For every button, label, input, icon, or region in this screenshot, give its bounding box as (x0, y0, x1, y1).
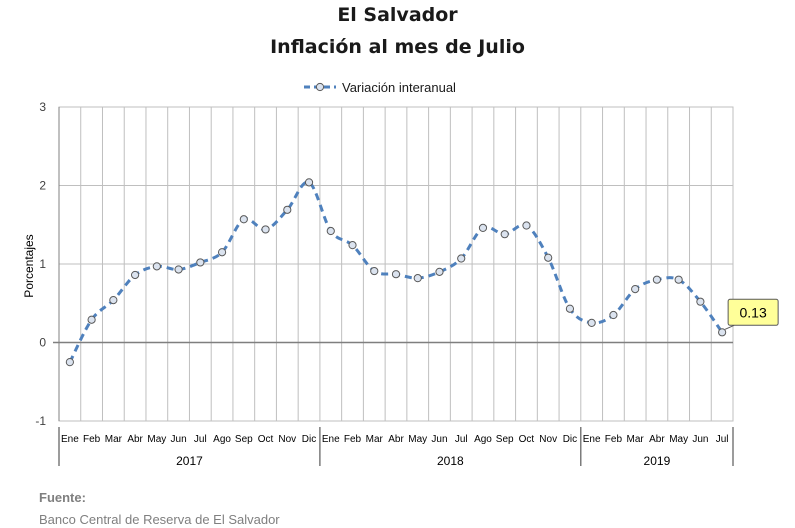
x-tick-label: Nov (539, 434, 557, 445)
x-tick-label: Mar (366, 434, 384, 445)
data-point (283, 205, 292, 214)
x-tick-label: Jun (692, 434, 708, 445)
data-point (174, 265, 183, 274)
data-point (544, 253, 553, 262)
data-point (587, 318, 596, 327)
data-point (109, 296, 118, 305)
x-tick-label: Dic (563, 434, 577, 445)
y-tick-label: 0 (39, 336, 46, 350)
x-tick-label: Feb (605, 434, 623, 445)
x-tick-label: Abr (388, 434, 404, 445)
annotation-label: 0.13 (740, 304, 767, 320)
x-tick-label: Jul (194, 434, 207, 445)
x-tick-label: Mar (105, 434, 123, 445)
x-tick-label: Sep (235, 434, 253, 445)
x-tick-label: Oct (519, 434, 535, 445)
data-point (674, 275, 683, 284)
line-chart: -1 0 1 2 3 Porcentajes Ene Feb Mar Abr May Jun Jul Ag… (22, 80, 779, 468)
x-tick-label: Feb (344, 434, 362, 445)
y-tick-label: -1 (35, 414, 46, 428)
data-point (435, 267, 444, 276)
data-point (565, 304, 575, 313)
year-label: 2018 (437, 454, 464, 468)
source-label: Fuente: (39, 490, 86, 505)
x-tick-label: Jul (716, 434, 729, 445)
data-point (196, 258, 205, 267)
y-tick-label: 2 (39, 179, 46, 193)
data-point (348, 241, 357, 250)
x-tick-label: Feb (83, 434, 101, 445)
x-tick-label: Ago (213, 434, 231, 445)
x-tick-label: Jul (455, 434, 468, 445)
chart-subtitle: Inflación al mes de Julio (270, 36, 525, 58)
y-tick-label: 3 (39, 100, 46, 114)
data-point (652, 275, 662, 284)
x-tick-label: Oct (258, 434, 274, 445)
data-point (631, 285, 640, 294)
x-tick-label: Ene (61, 434, 79, 445)
data-point (522, 221, 531, 230)
legend-swatch-marker (315, 82, 325, 92)
data-point (500, 230, 509, 239)
data-point (65, 358, 74, 367)
x-tick-label: Mar (627, 434, 645, 445)
x-tick-label: Sep (496, 434, 514, 445)
x-tick-label: Jun (431, 434, 447, 445)
year-label: 2017 (176, 454, 203, 468)
data-point (609, 310, 618, 320)
annotation-box (727, 298, 779, 326)
data-point (457, 254, 466, 263)
data-point (370, 266, 379, 276)
x-tick-label: Ene (583, 434, 601, 445)
data-point (304, 178, 314, 187)
x-tick-label: May (669, 434, 688, 445)
data-point (391, 270, 401, 279)
legend-label: Variación interanual (342, 80, 456, 95)
x-tick-label: Nov (278, 434, 296, 445)
data-point (718, 328, 727, 337)
x-tick-label: May (408, 434, 427, 445)
annotation-leader (724, 324, 735, 330)
data-point (87, 315, 96, 324)
x-tick-label: Ago (474, 434, 492, 445)
data-point (239, 215, 248, 224)
x-tick-label: Jun (171, 434, 187, 445)
data-point (696, 297, 705, 306)
x-tick-label: Dic (302, 434, 316, 445)
x-tick-label: May (147, 434, 166, 445)
data-point (413, 274, 422, 283)
x-tick-label: Abr (649, 434, 665, 445)
data-point (217, 248, 227, 257)
y-tick-label: 1 (39, 257, 46, 271)
source-text: Banco Central de Reserva de El Salvador (39, 512, 280, 527)
data-point (478, 223, 488, 232)
data-point (152, 262, 161, 271)
data-point (326, 226, 335, 236)
year-label: 2019 (644, 454, 671, 468)
chart-title: El Salvador (337, 4, 458, 26)
data-point (130, 270, 140, 280)
x-tick-label: Ene (322, 434, 340, 445)
x-tick-label: Abr (127, 434, 143, 445)
y-axis-title: Porcentajes (22, 234, 36, 297)
data-point (261, 225, 270, 234)
